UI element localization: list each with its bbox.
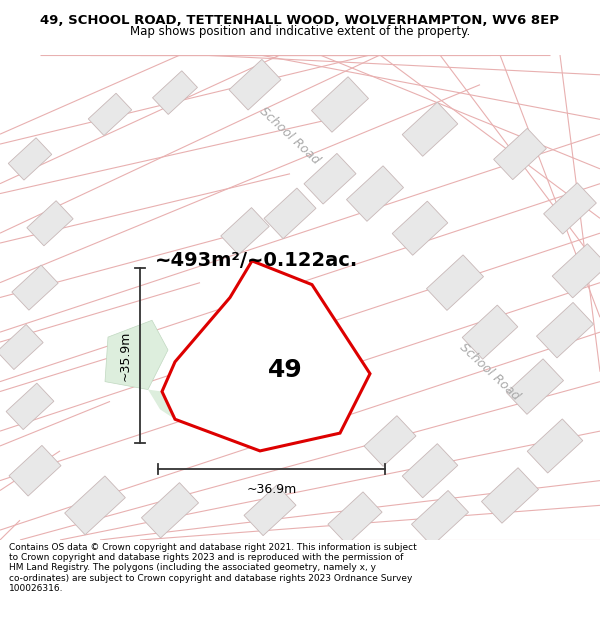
Polygon shape xyxy=(481,468,539,523)
Polygon shape xyxy=(527,419,583,473)
Polygon shape xyxy=(304,153,356,204)
Polygon shape xyxy=(364,416,416,466)
Polygon shape xyxy=(346,166,404,221)
Polygon shape xyxy=(462,305,518,359)
Text: Contains OS data © Crown copyright and database right 2021. This information is : Contains OS data © Crown copyright and d… xyxy=(9,542,417,593)
Text: Map shows position and indicative extent of the property.: Map shows position and indicative extent… xyxy=(130,26,470,39)
Text: School Road: School Road xyxy=(457,341,523,402)
Polygon shape xyxy=(412,491,469,546)
Polygon shape xyxy=(12,265,58,310)
Polygon shape xyxy=(27,201,73,246)
Polygon shape xyxy=(229,59,281,110)
Polygon shape xyxy=(494,128,547,179)
Polygon shape xyxy=(544,182,596,234)
Text: ~36.9m: ~36.9m xyxy=(247,482,296,496)
Polygon shape xyxy=(506,359,563,414)
Polygon shape xyxy=(264,188,316,239)
Polygon shape xyxy=(402,444,458,498)
Polygon shape xyxy=(8,138,52,180)
Polygon shape xyxy=(148,389,175,419)
Polygon shape xyxy=(536,302,593,358)
Polygon shape xyxy=(6,383,54,429)
Polygon shape xyxy=(221,208,269,255)
Polygon shape xyxy=(0,324,43,369)
Polygon shape xyxy=(105,320,168,389)
Text: School Road: School Road xyxy=(257,105,323,168)
Polygon shape xyxy=(65,476,125,535)
Polygon shape xyxy=(392,201,448,255)
Text: ~493m²/~0.122ac.: ~493m²/~0.122ac. xyxy=(155,251,358,270)
Text: ~35.9m: ~35.9m xyxy=(119,330,132,381)
Polygon shape xyxy=(244,485,296,536)
Polygon shape xyxy=(152,71,197,114)
Polygon shape xyxy=(552,244,600,298)
Polygon shape xyxy=(142,482,199,538)
Polygon shape xyxy=(427,255,484,311)
Text: 49: 49 xyxy=(268,357,302,382)
Polygon shape xyxy=(311,77,368,132)
Polygon shape xyxy=(162,261,370,451)
Polygon shape xyxy=(328,492,382,544)
Polygon shape xyxy=(402,102,458,156)
Polygon shape xyxy=(88,93,132,136)
Polygon shape xyxy=(9,446,61,496)
Text: 49, SCHOOL ROAD, TETTENHALL WOOD, WOLVERHAMPTON, WV6 8EP: 49, SCHOOL ROAD, TETTENHALL WOOD, WOLVER… xyxy=(41,14,560,27)
